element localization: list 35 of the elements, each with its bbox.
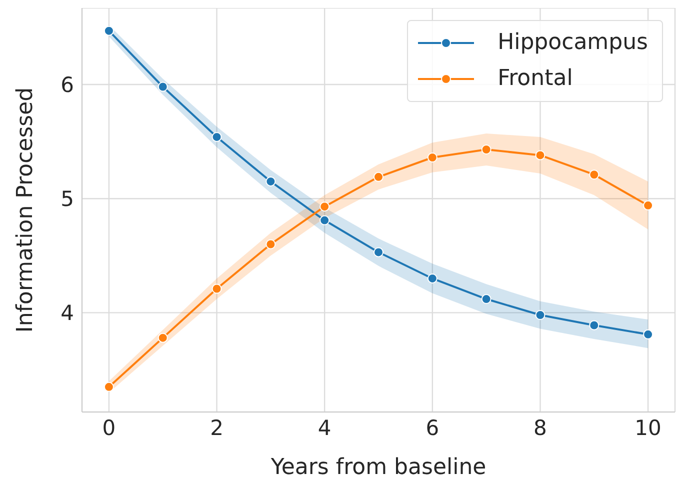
point	[643, 329, 654, 340]
point	[104, 382, 114, 392]
x-tick-label: 2	[210, 416, 224, 440]
point	[266, 239, 276, 250]
x-axis-title: Years from baseline	[270, 455, 486, 480]
point	[104, 26, 114, 36]
x-tick-label: 0	[102, 416, 116, 440]
y-tick-label: 4	[60, 301, 74, 326]
point	[320, 215, 330, 226]
y-axis-title: Information Processed	[12, 87, 38, 333]
point	[212, 132, 222, 142]
point	[643, 200, 654, 210]
point	[427, 273, 438, 284]
point	[212, 284, 222, 294]
point	[158, 82, 168, 92]
legend-label: Frontal	[498, 65, 573, 93]
point	[158, 332, 168, 343]
x-tick-label: 6	[426, 416, 440, 440]
y-tick-label: 6	[60, 72, 74, 97]
point	[320, 202, 330, 212]
point	[427, 152, 438, 163]
y-tick-label: 5	[60, 187, 74, 212]
x-tick-label: 4	[318, 416, 332, 440]
legend-label: Hippocampus	[498, 29, 648, 57]
point	[535, 150, 546, 160]
point	[481, 294, 492, 304]
point	[589, 320, 600, 330]
x-tick-label: 10	[634, 416, 662, 440]
point	[374, 247, 384, 258]
x-tick-label: 8	[534, 416, 547, 440]
point	[481, 144, 492, 155]
point	[374, 172, 384, 182]
point	[535, 310, 546, 320]
point	[266, 176, 276, 186]
point	[589, 170, 600, 180]
